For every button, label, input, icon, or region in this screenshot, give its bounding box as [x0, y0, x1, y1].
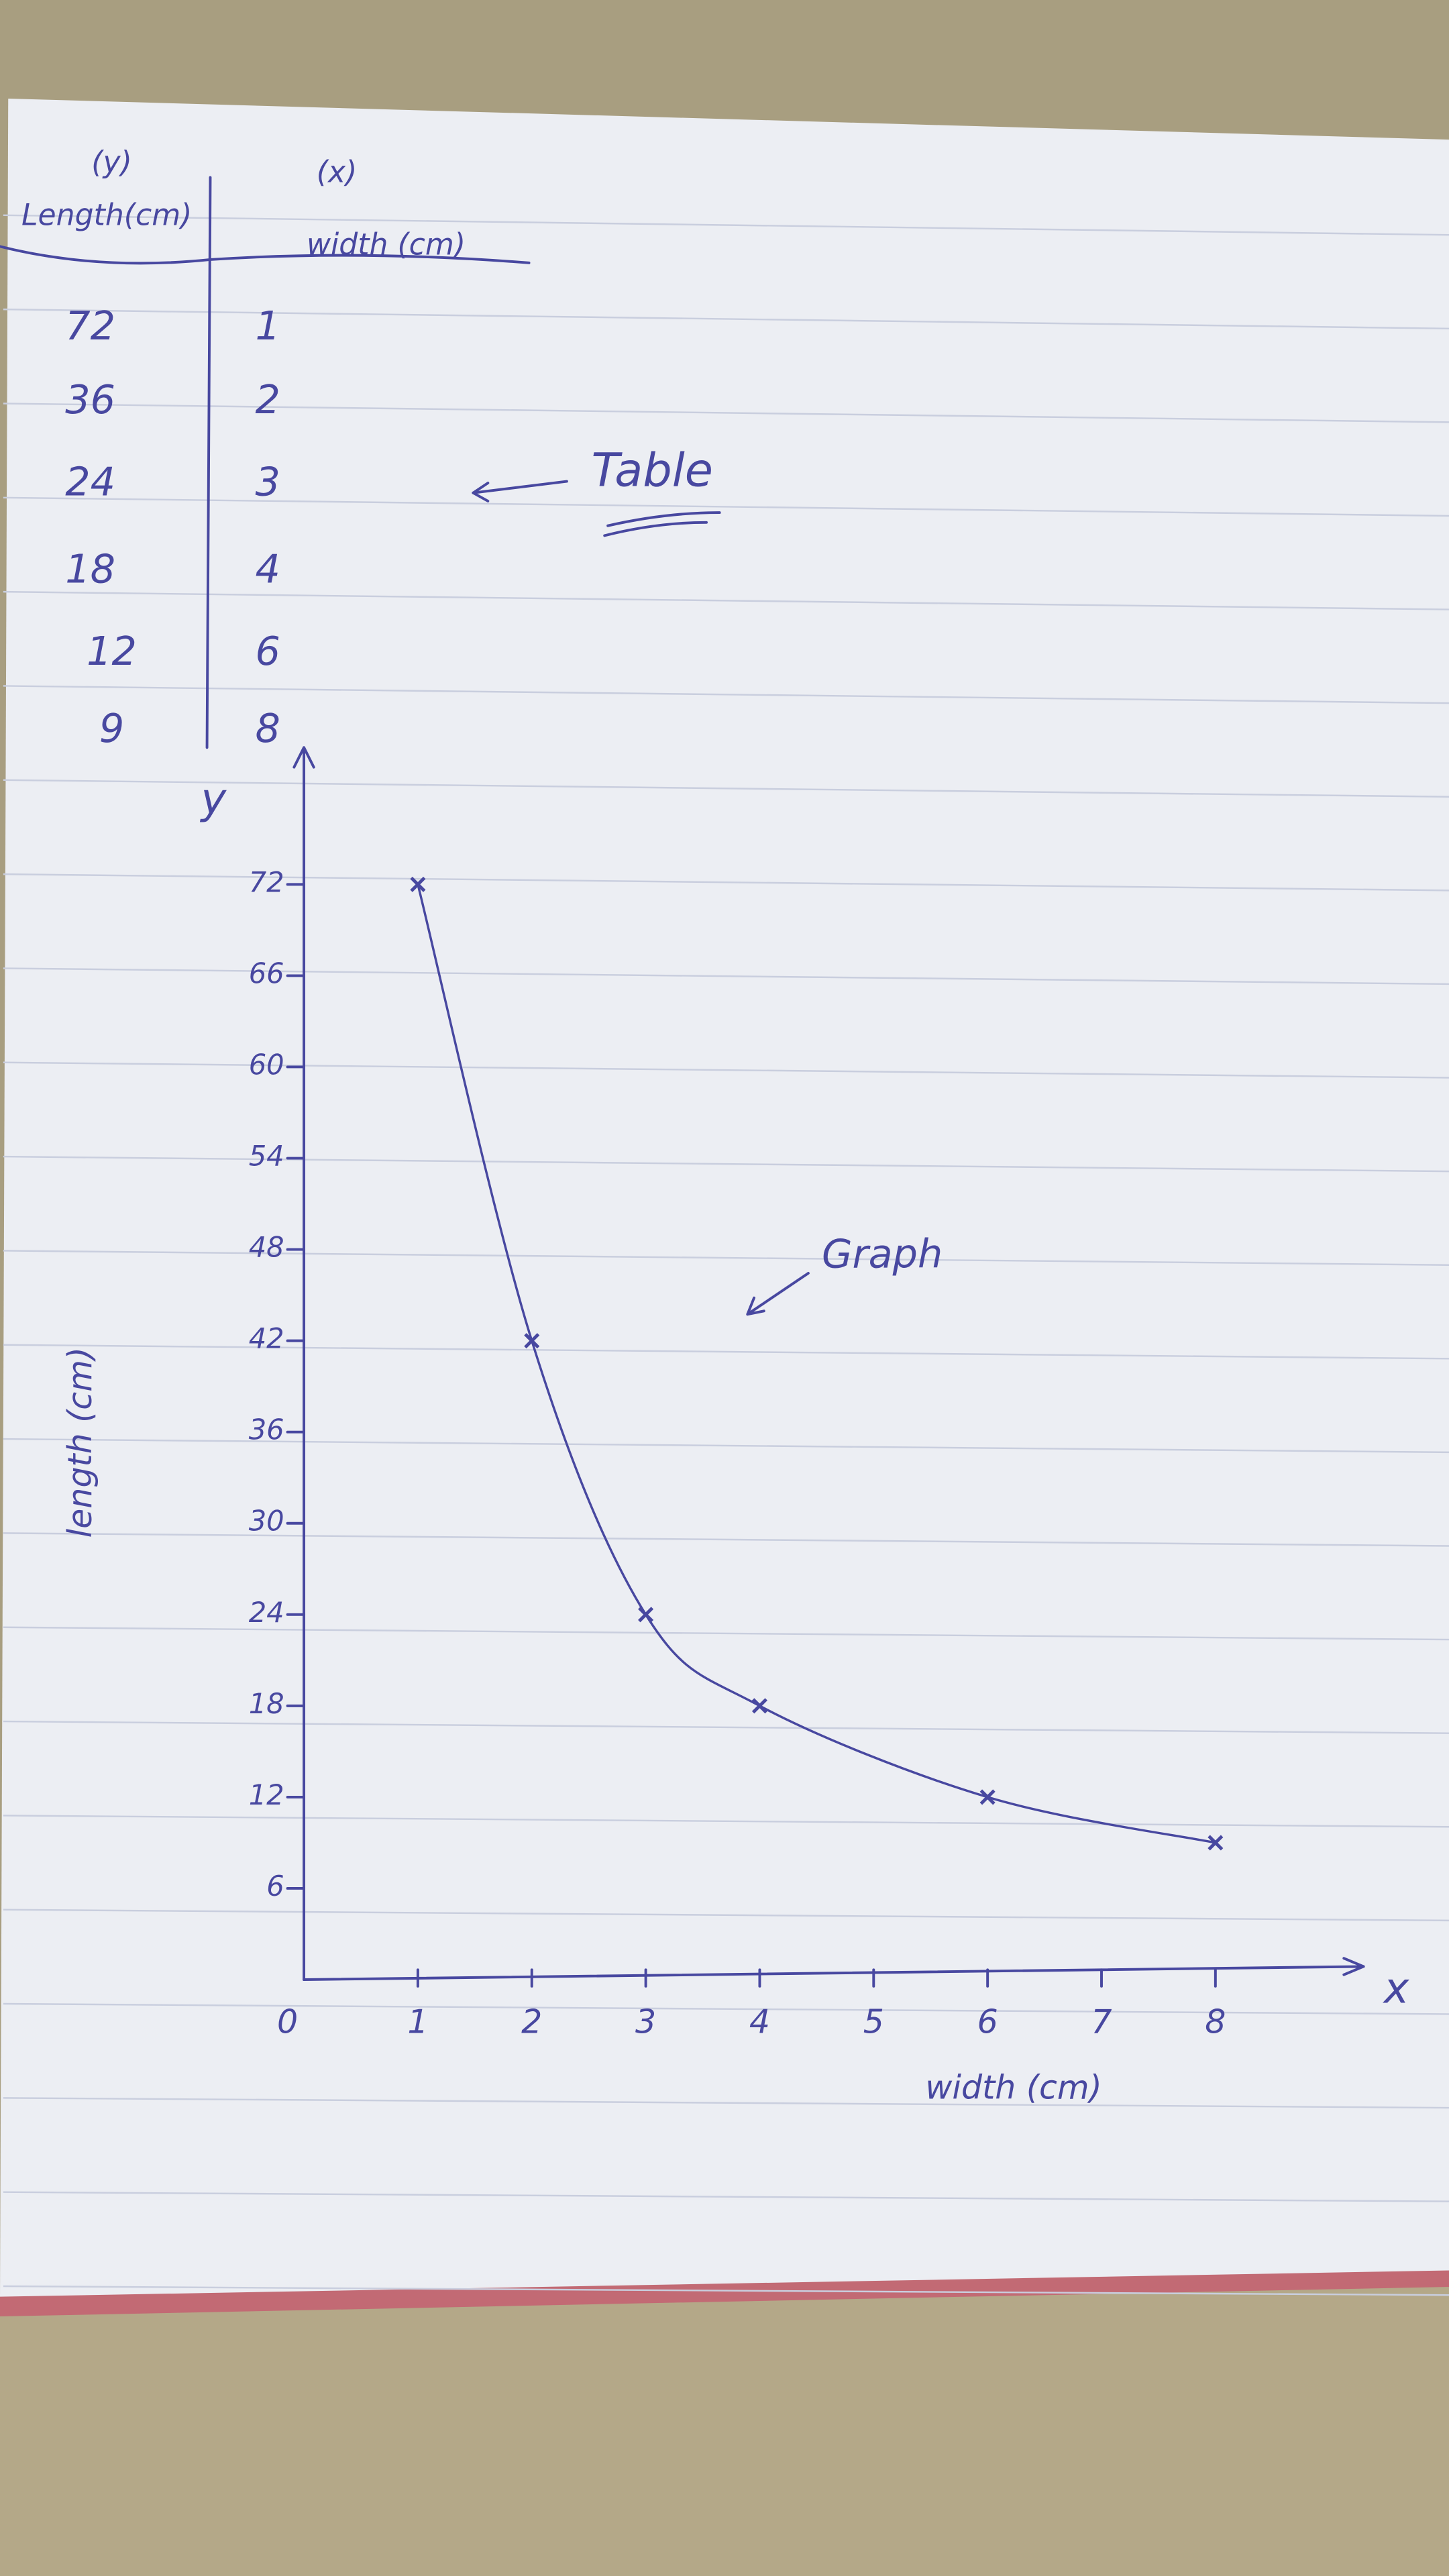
ruled-line [3, 1626, 1449, 1641]
table-cell: 12 [87, 628, 137, 674]
x-tick-label: 8 [1205, 2003, 1226, 2041]
ruled-line [3, 2285, 1449, 2296]
x-axis [303, 1957, 1365, 1981]
table-cell: 36 [65, 376, 115, 423]
ruled-line [3, 1532, 1449, 1547]
x-tick-label: 3 [635, 2003, 656, 2041]
y-tick-label: 30 [249, 1505, 284, 1538]
ruled-line [3, 1344, 1449, 1360]
annotation: Graph [822, 1231, 943, 1277]
ruled-lines [3, 214, 1449, 2296]
y-tick-label: 54 [249, 1140, 284, 1173]
ruled-line [3, 402, 1449, 423]
ruled-line [3, 873, 1449, 892]
y-tick-label: 24 [249, 1596, 284, 1629]
floor [0, 2267, 1449, 2576]
ruled-line [3, 685, 1449, 704]
y-tick-label: 66 [249, 957, 284, 989]
underline [603, 511, 721, 537]
ruled-line [3, 967, 1449, 985]
curve [417, 883, 1216, 1844]
table-cell: 6 [255, 628, 280, 674]
x-tick-label: 7 [1091, 2003, 1112, 2041]
floral-edge [0, 2267, 1449, 2317]
table-cell: 72 [65, 303, 115, 349]
x-tick-label: 0 [277, 2003, 298, 2041]
point [524, 1333, 540, 1349]
table-header-var: (y) [91, 146, 131, 180]
ruled-line [3, 590, 1449, 610]
table-cell: 9 [99, 705, 124, 751]
y-tick-label: 36 [249, 1413, 284, 1446]
y-tick-label: 12 [249, 1778, 284, 1811]
ruled-line [3, 214, 1449, 236]
table-cell: 8 [255, 705, 280, 751]
point [1208, 1835, 1224, 1851]
ruled-line [3, 1155, 1449, 1173]
ruled-line [3, 779, 1449, 798]
ruled-line [3, 308, 1449, 330]
ruled-line [3, 1720, 1449, 1734]
ruled-line [3, 1250, 1449, 1266]
annotation: Table [592, 443, 713, 497]
table-header: width (cm) [307, 227, 466, 262]
table-cell: 4 [255, 545, 280, 592]
ruled-line [3, 1815, 1449, 1828]
point [979, 1789, 996, 1805]
x-axis-title: width (cm) [925, 2069, 1102, 2107]
table-header-var: (x) [317, 156, 357, 190]
y-tick-label: 18 [249, 1687, 284, 1720]
ruled-line [3, 2097, 1449, 2109]
x-tick-label: 1 [407, 2003, 428, 2041]
ruled-line [3, 1061, 1449, 1079]
x-tick-label: 2 [521, 2003, 542, 2041]
point [751, 1698, 767, 1714]
ruled-line [3, 1438, 1449, 1454]
table-cell: 2 [255, 376, 280, 423]
x-tick-label: 6 [977, 2003, 998, 2041]
y-axis [292, 746, 315, 1981]
table-body: 72 1 36 2 24 3 18 4 12 6 9 8 [65, 303, 280, 751]
paper [0, 98, 1449, 2297]
table-cell: 3 [255, 459, 280, 505]
ruled-line [3, 496, 1449, 517]
ruled-line [3, 2002, 1449, 2015]
ruled-line [3, 2191, 1449, 2202]
y-tick-label: 6 [266, 1870, 284, 1902]
point [638, 1607, 654, 1623]
arrow [472, 480, 568, 502]
y-axis-title: length (cm) [61, 1347, 99, 1538]
table-cell: 18 [65, 545, 115, 592]
table-cell: 24 [65, 459, 115, 505]
arrow [746, 1272, 810, 1316]
x-tick-label: 5 [863, 2003, 884, 2041]
y-axis-name: y [200, 775, 227, 824]
y-tick-label: 72 [249, 865, 284, 898]
table-header: Length(cm) [21, 198, 192, 232]
table-header-rule [0, 245, 531, 265]
point [410, 876, 426, 892]
y-tick-label: 42 [249, 1322, 284, 1355]
ruled-line [3, 1909, 1449, 1922]
table-cell: 1 [255, 303, 280, 349]
y-tick-label: 60 [249, 1048, 284, 1081]
table-divider [205, 176, 212, 749]
y-tick-label: 48 [249, 1231, 284, 1264]
x-axis-name: x [1383, 1964, 1410, 2014]
x-tick-label: 4 [749, 2003, 770, 2041]
